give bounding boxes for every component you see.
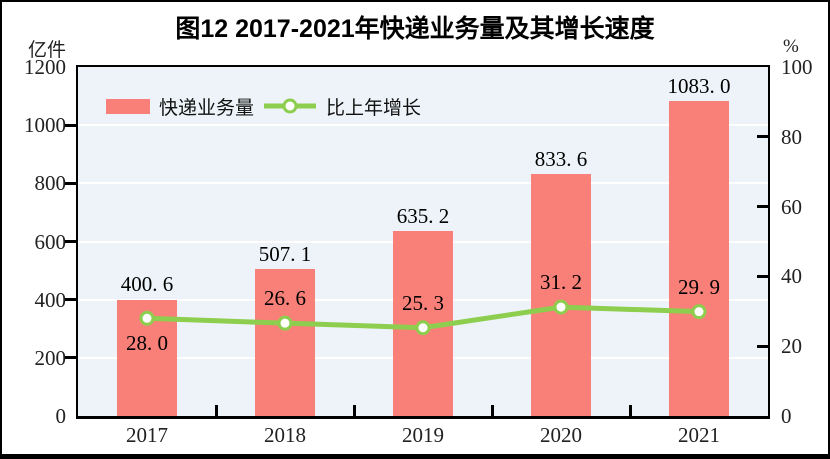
legend: 快递业务量 比上年增长: [106, 94, 422, 119]
bar-value-label: 833. 6: [534, 146, 588, 171]
x-axis-tick: [352, 405, 356, 416]
line-marker-icon: [691, 304, 707, 320]
y-axis-left-tick-label: 600: [34, 229, 67, 254]
growth-value-label: 29. 9: [678, 274, 720, 299]
bar: [255, 268, 315, 416]
x-axis-category-label: 2017: [126, 423, 168, 447]
growth-value-label: 31. 2: [540, 270, 582, 295]
growth-value-label: 28. 0: [126, 331, 168, 356]
gridline: [78, 182, 768, 185]
bar-value-label: 400. 6: [120, 272, 174, 297]
bar-value-label: 635. 2: [396, 204, 450, 229]
y-axis-right-tick-label: 0: [781, 404, 792, 428]
legend-bar-label: 快递业务量: [159, 97, 255, 119]
chart-title: 图12 2017-2021年快递业务量及其增长速度: [175, 15, 655, 43]
y-axis-left-tick-label: 0: [55, 404, 67, 428]
line-marker-icon: [415, 320, 431, 336]
bar-value-label: 1083. 0: [667, 74, 731, 99]
y-axis-right-tick-label: 40: [781, 264, 802, 289]
plot-inner: 400. 6 507. 1 635. 2 833. 6 1083. 0 28. 0 26.…: [78, 67, 768, 416]
x-axis-category-label: 2019: [402, 423, 444, 447]
right-axis-tick: [757, 344, 768, 348]
left-axis-tick: [65, 356, 76, 360]
growth-value-label: 25. 3: [402, 290, 444, 315]
y-axis-left-tick-label: 1000: [24, 113, 66, 138]
line-series-layer: [139, 299, 707, 336]
y-axis-right-tick-label: 100: [781, 55, 813, 79]
y-axis-left-tick-label: 800: [34, 171, 67, 196]
right-axis-tick: [757, 135, 768, 139]
gridline: [78, 124, 768, 127]
y-axis-left-tick-label: 1200: [24, 55, 66, 79]
line-marker-icon: [139, 310, 155, 326]
x-axis-tick: [628, 405, 632, 416]
line-marker-icon: [277, 315, 293, 331]
legend-line-swatch-icon: [264, 98, 317, 114]
right-axis-unit-label: %: [783, 36, 799, 57]
x-axis-category-label: 2021: [678, 423, 720, 447]
legend-line-label: 比上年增长: [326, 97, 422, 119]
x-axis-category-label: 2020: [540, 423, 582, 447]
y-axis-right-tick-label: 80: [781, 124, 802, 149]
bar: [531, 173, 591, 416]
y-axis-right-tick-label: 20: [781, 334, 802, 359]
plot-area: 400. 6 507. 1 635. 2 833. 6 1083. 0 28. 0 26.…: [76, 65, 770, 419]
left-axis-tick: [65, 240, 76, 243]
left-axis-unit-label: 亿件: [28, 40, 67, 61]
left-axis-tick: [65, 123, 76, 127]
bar: [669, 101, 729, 416]
x-axis-category-label: 2018: [264, 423, 306, 447]
left-axis-tick: [65, 298, 76, 302]
legend-bar-swatch-icon: [106, 98, 150, 114]
left-axis-tick: [65, 181, 76, 185]
x-axis-tick: [214, 405, 218, 416]
bar-value-label: 507. 1: [258, 241, 312, 266]
right-axis-tick: [757, 205, 768, 209]
x-axis-tick: [490, 405, 494, 416]
y-axis-left-tick-label: 200: [34, 345, 67, 370]
y-axis-right-tick-label: 60: [781, 194, 802, 219]
growth-value-label: 26. 6: [264, 286, 306, 311]
y-axis-left-tick-label: 400: [34, 287, 67, 312]
line-marker-icon: [553, 299, 569, 315]
right-axis-tick: [757, 274, 768, 278]
